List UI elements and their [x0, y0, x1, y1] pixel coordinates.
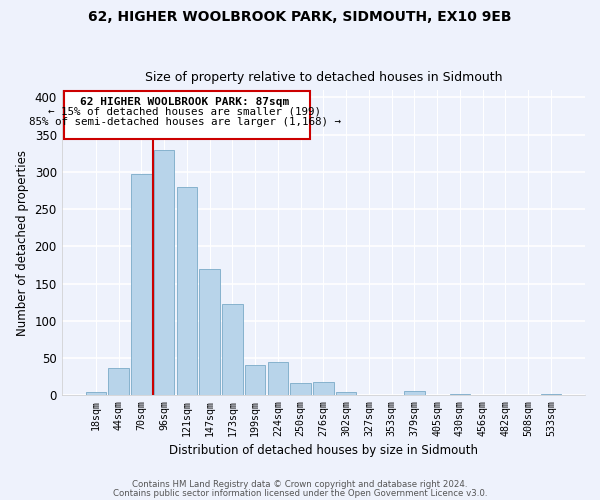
- Bar: [86, 392, 106, 396]
- Bar: [131, 174, 152, 396]
- Text: Contains HM Land Registry data © Crown copyright and database right 2024.: Contains HM Land Registry data © Crown c…: [132, 480, 468, 489]
- Bar: [449, 394, 470, 396]
- Text: 85% of semi-detached houses are larger (1,168) →: 85% of semi-detached houses are larger (…: [29, 116, 341, 126]
- X-axis label: Distribution of detached houses by size in Sidmouth: Distribution of detached houses by size …: [169, 444, 478, 458]
- Bar: [199, 270, 220, 396]
- Bar: [222, 304, 242, 396]
- Bar: [176, 186, 197, 396]
- FancyBboxPatch shape: [64, 92, 310, 138]
- Title: Size of property relative to detached houses in Sidmouth: Size of property relative to detached ho…: [145, 72, 502, 85]
- Bar: [290, 384, 311, 396]
- Text: ← 15% of detached houses are smaller (199): ← 15% of detached houses are smaller (19…: [48, 106, 321, 117]
- Bar: [541, 394, 561, 396]
- Text: 62 HIGHER WOOLBROOK PARK: 87sqm: 62 HIGHER WOOLBROOK PARK: 87sqm: [80, 98, 289, 108]
- Bar: [313, 382, 334, 396]
- Bar: [154, 150, 174, 396]
- Text: 62, HIGHER WOOLBROOK PARK, SIDMOUTH, EX10 9EB: 62, HIGHER WOOLBROOK PARK, SIDMOUTH, EX1…: [88, 10, 512, 24]
- Bar: [268, 362, 288, 396]
- Bar: [404, 391, 425, 396]
- Y-axis label: Number of detached properties: Number of detached properties: [16, 150, 29, 336]
- Bar: [108, 368, 129, 396]
- Bar: [245, 365, 265, 396]
- Bar: [336, 392, 356, 396]
- Text: Contains public sector information licensed under the Open Government Licence v3: Contains public sector information licen…: [113, 490, 487, 498]
